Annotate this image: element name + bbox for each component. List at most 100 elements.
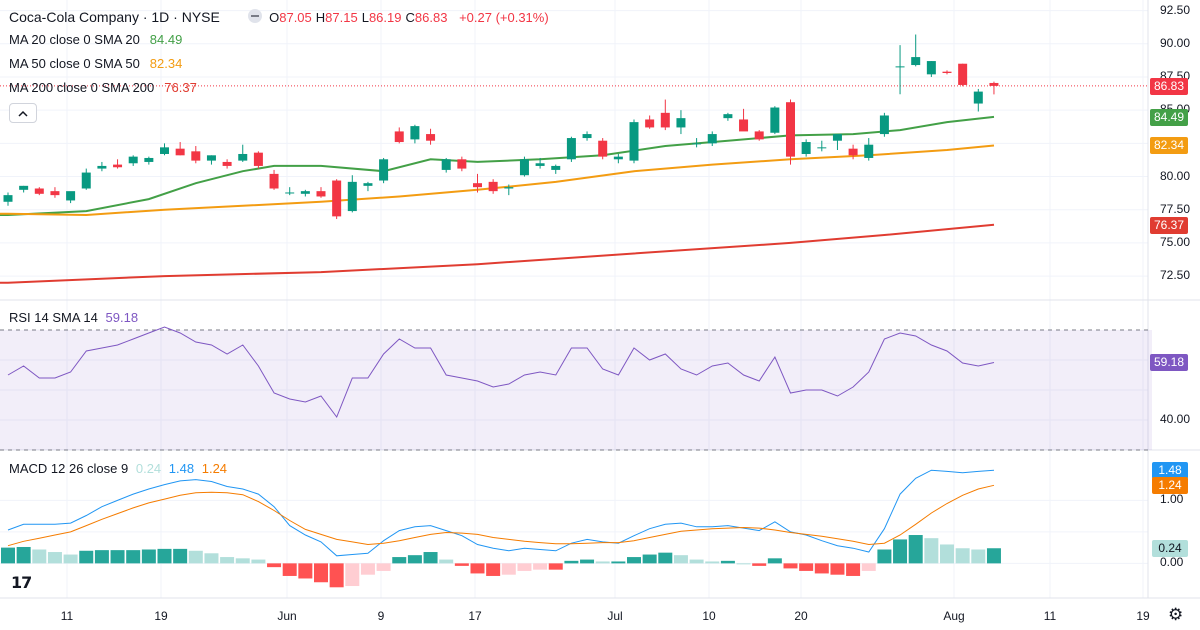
candle-body xyxy=(426,134,436,141)
candle-body xyxy=(707,134,717,144)
macd-tag-2: 1.24 xyxy=(1152,477,1188,495)
rsi-line xyxy=(7,326,995,419)
candle-body xyxy=(66,191,76,201)
time-axis-label: 20 xyxy=(794,609,808,623)
macd-histogram-bar xyxy=(814,563,829,574)
rsi-legend: RSI 14 SMA 14 59.18 xyxy=(9,310,142,326)
ma-label[interactable]: MA 50 close 0 SMA 50 xyxy=(9,56,140,71)
macd-histogram-bar xyxy=(564,560,579,564)
candle-body xyxy=(911,57,921,66)
macd-histogram-bar xyxy=(376,563,391,571)
candle-body xyxy=(332,180,342,217)
candle-body xyxy=(676,118,686,128)
macd-histogram-bar xyxy=(235,558,250,564)
candle-body xyxy=(50,191,60,196)
macd-histogram-bar xyxy=(752,563,767,566)
macd-label[interactable]: MACD 12 26 close 9 xyxy=(9,461,129,476)
macd-histogram-bar xyxy=(407,555,422,564)
price-axis-label: 72.50 xyxy=(1160,268,1191,283)
price-axis-label: 90.00 xyxy=(1160,35,1191,50)
ohlc-c: C86.83 xyxy=(406,10,448,25)
macd-histogram-bar xyxy=(908,535,923,564)
candle-body xyxy=(81,172,91,189)
tradingview-logo[interactable]: 17 xyxy=(11,573,32,592)
candle-body xyxy=(879,115,889,135)
ma-legend-row-1: MA 20 close 0 SMA 20 84.49 xyxy=(9,32,186,48)
rsi-value: 59.18 xyxy=(105,310,139,325)
ma-line-3 xyxy=(0,223,995,284)
ma-value: 82.34 xyxy=(149,56,183,71)
macd-histogram-bar xyxy=(423,552,438,564)
macd-histogram-bar xyxy=(877,549,892,564)
macd-signal-line xyxy=(7,484,995,547)
candle-body xyxy=(97,165,107,169)
macd-histogram-bar xyxy=(767,558,782,564)
price-tag-4: 76.37 xyxy=(1149,216,1188,234)
macd-axis-label: 1.00 xyxy=(1160,492,1184,507)
candle-body xyxy=(191,151,201,161)
macd-histogram-bar xyxy=(893,539,908,564)
ohlc-key: L xyxy=(361,10,369,25)
ohlc-legend: Coca-Cola Company · 1D · NYSE O87.05 H87.… xyxy=(9,9,553,26)
macd-histogram-bar xyxy=(204,553,219,564)
macd-line-value: 1.48 xyxy=(168,461,195,476)
macd-histogram-bar xyxy=(63,554,78,564)
ohlc-value: 87.15 xyxy=(325,10,358,25)
price-tag-2: 84.49 xyxy=(1149,108,1188,126)
candle-body xyxy=(692,143,702,145)
candle-body xyxy=(566,138,576,160)
candle-body xyxy=(222,161,232,166)
macd-histogram-bar xyxy=(705,561,720,564)
macd-histogram-bar xyxy=(267,563,282,568)
ma-line-2 xyxy=(0,144,995,217)
macd-histogram-bar xyxy=(345,563,360,587)
macd-histogram-bar xyxy=(141,549,156,564)
candle-body xyxy=(770,107,780,133)
eye-icon[interactable] xyxy=(248,9,262,23)
macd-histogram-bar xyxy=(548,563,563,570)
ohlc-h: H87.15 xyxy=(316,10,358,25)
macd-histogram-bar xyxy=(188,550,203,564)
candle-body xyxy=(113,164,123,168)
change-value: +0.27 (+0.31%) xyxy=(459,10,549,25)
rsi-label[interactable]: RSI 14 SMA 14 xyxy=(9,310,98,325)
ohlc-key: C xyxy=(405,10,415,25)
chevron-up-icon[interactable] xyxy=(9,103,37,123)
macd-histogram-bar xyxy=(689,559,704,564)
time-axis-label: 19 xyxy=(1136,609,1150,623)
candle-body xyxy=(128,156,138,164)
candle-body xyxy=(410,126,420,140)
macd-histogram-bar xyxy=(673,555,688,564)
ohlc-value: 86.19 xyxy=(368,10,402,25)
candle-body xyxy=(488,181,498,192)
ma-label[interactable]: MA 20 close 0 SMA 20 xyxy=(9,32,140,47)
candle-body xyxy=(285,192,295,194)
macd-histogram-bar xyxy=(173,548,188,564)
ohlc-value: 86.83 xyxy=(414,10,448,25)
macd-axis-label: 0.00 xyxy=(1160,555,1184,570)
rsi-axis-label: 40.00 xyxy=(1160,412,1191,426)
ma-value: 84.49 xyxy=(149,32,183,47)
macd-histogram-bar xyxy=(658,552,673,564)
candle-body xyxy=(19,185,29,190)
candle-body xyxy=(160,147,169,154)
macd-histogram-bar xyxy=(971,549,986,564)
macd-histogram-bar xyxy=(846,563,861,576)
symbol-title[interactable]: Coca-Cola Company · 1D · NYSE xyxy=(9,9,220,25)
macd-histogram-bar xyxy=(470,563,485,574)
candle-body xyxy=(34,188,44,194)
time-axis-label: 19 xyxy=(154,609,168,623)
macd-histogram-bar xyxy=(861,563,876,571)
price-tag-3: 82.34 xyxy=(1149,137,1188,155)
macd-histogram-bar xyxy=(79,550,94,564)
macd-hist-value: 0.24 xyxy=(135,461,162,476)
candle-body xyxy=(723,114,733,119)
candle-body xyxy=(848,148,858,156)
macd-histogram-bar xyxy=(783,563,798,569)
macd-histogram-bar xyxy=(720,560,735,564)
candle-body xyxy=(238,153,248,161)
gear-icon[interactable]: ⚙ xyxy=(1168,605,1184,625)
ma-label[interactable]: MA 200 close 0 SMA 200 xyxy=(9,80,155,95)
candle-body xyxy=(441,159,451,170)
